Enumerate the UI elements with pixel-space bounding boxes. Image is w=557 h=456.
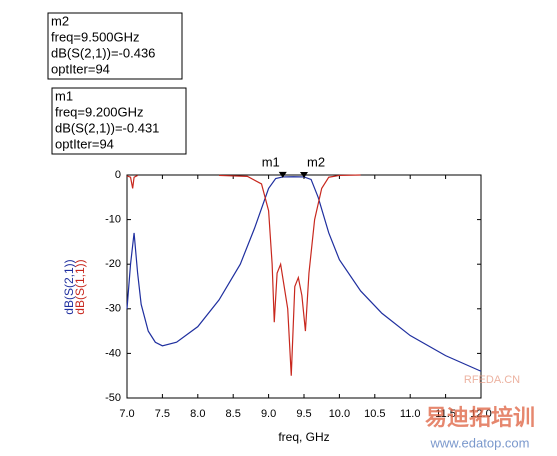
marker-label: m2 xyxy=(307,154,325,169)
y-tick-label: 0 xyxy=(115,169,121,181)
marker-box: m2freq=9.500GHzdB(S(2,1))=-0.436optIter=… xyxy=(47,12,183,80)
y-tick-label: -10 xyxy=(105,214,121,226)
marker-box-line: dB(S(2,1))=-0.436 xyxy=(51,45,155,60)
x-tick-label: 11.5 xyxy=(435,408,456,420)
series-line xyxy=(126,174,361,376)
y-tick-label: -20 xyxy=(105,258,121,270)
x-tick-label: 10.5 xyxy=(364,408,385,420)
plot-frame xyxy=(126,174,482,399)
x-tick-label: 9.5 xyxy=(296,408,311,420)
marker-box-line: optIter=94 xyxy=(55,136,114,151)
y-tick-label: -30 xyxy=(105,303,121,315)
marker-box-frame xyxy=(47,12,183,80)
marker-label: m1 xyxy=(262,154,280,169)
x-tick-label: 7.0 xyxy=(119,408,134,420)
x-tick-label: 9.0 xyxy=(261,408,276,420)
watermark: 易迪拓培训 xyxy=(425,405,535,430)
watermark: www.edatop.com xyxy=(430,435,530,450)
marker-triangle xyxy=(300,171,308,178)
legend-entry: dB(S(1,1)) xyxy=(73,259,87,314)
x-tick-label: 12.0 xyxy=(470,408,491,420)
x-tick-label: 11.0 xyxy=(400,408,421,420)
marker-box: m1freq=9.200GHzdB(S(2,1))=-0.431optIter=… xyxy=(51,87,187,155)
marker-box-line: optIter=94 xyxy=(51,61,110,76)
marker-box-line: freq=9.200GHz xyxy=(55,104,144,119)
marker-box-line: dB(S(2,1))=-0.431 xyxy=(55,120,159,135)
y-tick-label: -50 xyxy=(105,392,121,404)
marker-box-name: m1 xyxy=(55,88,73,103)
legend-entry: dB(S(2,1)) xyxy=(62,259,76,314)
marker-triangle xyxy=(278,171,287,178)
x-tick-label: 10.0 xyxy=(329,408,350,420)
x-axis-label: freq, GHz xyxy=(278,430,329,444)
x-tick-label: 8.0 xyxy=(190,408,205,420)
watermark: RFEDA.CN xyxy=(464,374,520,386)
marker-box-frame xyxy=(51,87,187,155)
y-tick-label: -40 xyxy=(105,347,121,359)
marker-box-line: freq=9.500GHz xyxy=(51,29,140,44)
x-tick-label: 8.5 xyxy=(226,408,241,420)
series-line xyxy=(126,176,482,372)
marker-box-name: m2 xyxy=(51,13,69,28)
x-tick-label: 7.5 xyxy=(155,408,170,420)
